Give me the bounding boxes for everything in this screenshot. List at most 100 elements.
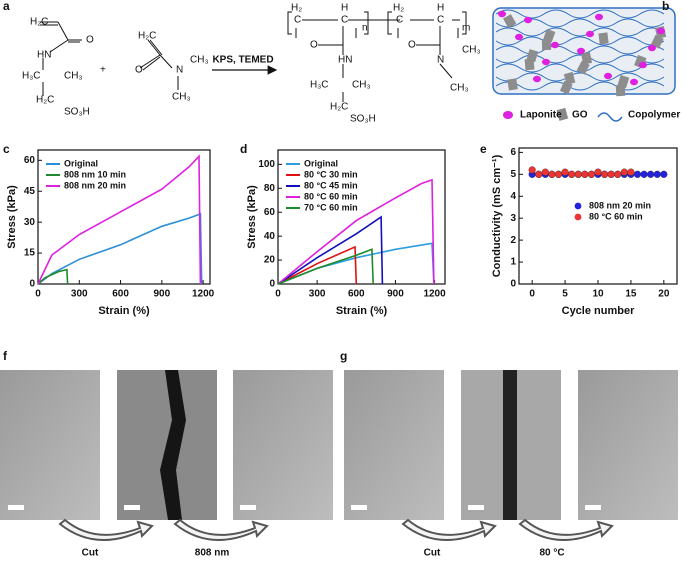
data-point <box>581 170 589 178</box>
x-tick-label: 0 <box>275 289 281 300</box>
y-tick-label: 80 <box>264 183 276 194</box>
go-sheet <box>526 49 539 63</box>
plot-frame <box>277 149 446 285</box>
go-sheet <box>598 32 609 45</box>
scheme-text: CH₃ <box>172 92 191 103</box>
copolymer-chain <box>495 72 665 82</box>
scheme-text: H₃C <box>310 80 329 91</box>
scheme-text: H₂C <box>138 31 156 42</box>
series-line <box>37 212 203 285</box>
laponite <box>648 44 656 52</box>
x-tick-label: 5 <box>562 289 568 300</box>
go-sheet <box>543 28 556 43</box>
y-tick-label: 2 <box>510 235 516 246</box>
schematic-legend-label: Laponite <box>520 110 562 121</box>
laponite <box>586 30 594 38</box>
x-tick-label: 900 <box>153 289 170 300</box>
legend-label: Original <box>64 158 98 168</box>
panel-label: d <box>240 142 247 156</box>
data-point <box>607 170 615 178</box>
scheme-text: HN <box>37 50 51 61</box>
y-tick-label: 60 <box>24 155 36 166</box>
data-point <box>660 170 668 178</box>
laponite <box>604 72 612 80</box>
go-sheet <box>581 52 593 65</box>
y-tick-label: 0 <box>269 279 275 290</box>
laponite <box>498 10 506 18</box>
laponite <box>533 75 541 83</box>
go-sheet <box>617 75 630 89</box>
legend-label: 70 °C 60 min <box>304 202 358 212</box>
data-point <box>633 170 642 178</box>
y-tick-label: 100 <box>258 159 275 170</box>
copolymer-chain <box>495 81 665 91</box>
scheme-text: O <box>408 40 416 51</box>
scheme-text: H₂ <box>393 3 404 14</box>
go-sheet <box>615 84 626 97</box>
step-label: 808 nm <box>195 548 230 559</box>
data-point <box>574 170 582 178</box>
plot-frame <box>37 149 211 285</box>
scheme-text: H₂C <box>36 95 54 106</box>
scheme-text: H₂ <box>291 3 302 14</box>
x-tick-label: 300 <box>71 289 88 300</box>
scheme-text: C <box>396 15 403 26</box>
legend-label: 808 nm 10 min <box>64 169 126 179</box>
go-sheet <box>650 34 664 49</box>
y-tick-label: 45 <box>24 186 36 197</box>
scheme-text: SO₃H <box>350 114 376 125</box>
schematic-legend-label: Copolymer <box>628 110 680 121</box>
go-sheet <box>503 14 517 29</box>
y-tick-label: 15 <box>24 248 36 259</box>
data-point <box>568 170 576 178</box>
laponite <box>524 16 532 24</box>
scheme-text: CH₃ <box>352 80 371 91</box>
scheme-text: O <box>86 35 94 46</box>
series-line <box>277 245 358 285</box>
y-tick-label: 60 <box>264 207 276 218</box>
legend-label: 80 °C 30 min <box>304 169 358 179</box>
y-tick-label: 30 <box>24 217 36 228</box>
panel-label: g <box>340 349 347 363</box>
data-point <box>620 168 628 176</box>
scheme-text: HN <box>338 55 352 66</box>
laponite <box>595 13 603 21</box>
copolymer-chain <box>495 36 665 46</box>
step-label: Cut <box>82 548 99 559</box>
y-tick-label: 0 <box>510 279 516 290</box>
x-tick-label: 900 <box>387 289 404 300</box>
data-point <box>548 170 556 178</box>
legend-label: 808 nm 20 min <box>64 180 126 190</box>
legend-label: 80 °C 45 min <box>304 180 358 190</box>
scheme-text: H₂C <box>30 17 48 28</box>
y-tick-label: 20 <box>264 255 276 266</box>
y-axis-label: Stress (kPa) <box>6 185 18 249</box>
scheme-text: N <box>176 65 183 76</box>
x-tick-label: 1200 <box>192 289 215 300</box>
y-tick-label: 4 <box>510 191 516 202</box>
data-point <box>653 170 661 178</box>
y-tick-label: 40 <box>264 231 276 242</box>
scheme-text: H <box>437 3 444 14</box>
panel-label: a <box>3 0 10 13</box>
go-sheet <box>576 60 590 75</box>
x-tick-label: 0 <box>35 289 41 300</box>
y-tick-label: 5 <box>510 169 516 180</box>
panel-label: b <box>662 0 669 13</box>
go-sheet <box>507 78 518 91</box>
scheme-text: H₂C <box>330 102 348 113</box>
scheme-text: O <box>135 65 143 76</box>
scheme-text: C <box>294 15 301 26</box>
schematic-legend-label: GO <box>572 110 588 121</box>
y-tick-label: 6 <box>510 147 516 158</box>
legend-label: 80 °C 60 min <box>304 191 358 201</box>
scheme-text: N <box>437 55 444 66</box>
laponite <box>657 27 665 35</box>
legend-label: Original <box>304 158 338 168</box>
laponite <box>630 78 638 86</box>
x-axis-label: Strain (%) <box>336 305 388 317</box>
data-point <box>594 168 602 176</box>
series-line <box>277 215 384 285</box>
bonds <box>40 19 460 102</box>
